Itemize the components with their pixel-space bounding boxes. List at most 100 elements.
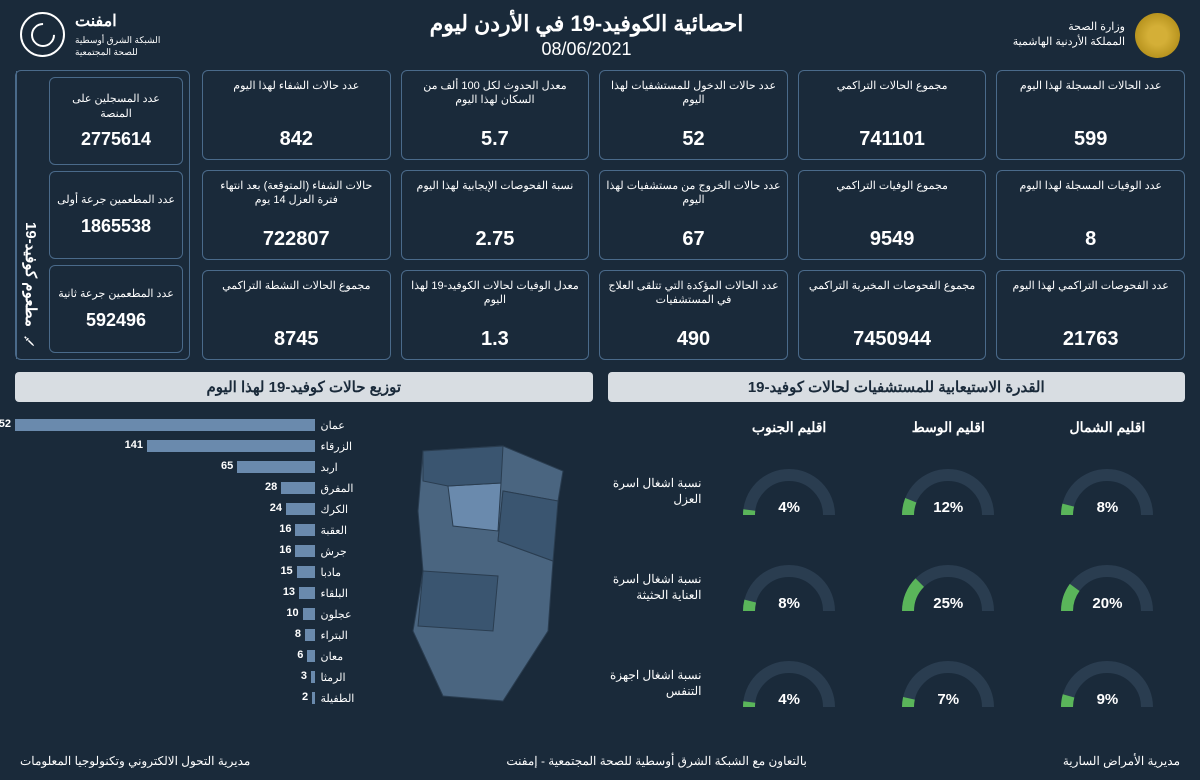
ministry-block: وزارة الصحة المملكة الأردنية الهاشمية [1013, 13, 1180, 58]
bar-label: الكرك [321, 503, 363, 516]
stat-card: مجموع الحالات النشطة التراكمي8745 [202, 270, 391, 360]
bar-row: الزرقاء 141 [15, 437, 363, 455]
main-title: احصائية الكوفيد-19 في الأردن ليوم [160, 11, 1012, 37]
header: وزارة الصحة المملكة الأردنية الهاشمية اح… [0, 0, 1200, 70]
gauge: 4% [712, 465, 867, 520]
stat-card: عدد حالات الشفاء لهذا اليوم 842 [202, 70, 391, 160]
emphnet-line1: امفنت [75, 11, 160, 33]
stat-value: 741101 [805, 128, 980, 151]
stat-label: عدد حالات الشفاء لهذا اليوم [209, 79, 384, 93]
stat-card: مجموع الوفيات التراكمي 9549 [798, 170, 987, 260]
vaccination-card: عدد المسجلين على المنصة 2775614 [49, 77, 183, 165]
bar-label: اربد [321, 461, 363, 474]
gauge: 12% [871, 465, 1026, 520]
stat-label: عدد الحالات المسجلة لهذا اليوم [1003, 79, 1178, 93]
vax-value: 1865538 [56, 216, 176, 237]
distribution-panel: توزيع حالات كوفيد-19 لهذا اليوم عمان 252… [15, 372, 593, 730]
vax-label: عدد المطعمين جرعة ثانية [56, 287, 176, 301]
stat-value: 2.75 [408, 228, 583, 251]
stat-label: معدل الوفيات لحالات الكوفيد-19 لهذا اليو… [408, 279, 583, 308]
stat-value: 52 [606, 128, 781, 151]
emphnet-line2: الشبكة الشرق أوسطية [75, 34, 160, 47]
bar-label: العقبة [321, 524, 363, 537]
bar-label: جرش [321, 545, 363, 558]
capacity-row-label: نسبة اشغال اجهزة التنفس [608, 668, 708, 699]
stat-label: مجموع الحالات النشطة التراكمي [209, 279, 384, 293]
stat-card: عدد الحالات المؤكدة التي تتلقى العلاج في… [599, 270, 788, 360]
bar-row: معان 6 [15, 647, 363, 665]
stats-grid: عدد الحالات المسجلة لهذا اليوم 599 مجموع ا… [202, 70, 1185, 360]
capacity-title: القدرة الاستيعابية للمستشفيات لحالات كوف… [608, 372, 1186, 402]
emphnet-line3: للصحة المجتمعية [75, 46, 160, 59]
stat-value: 9549 [805, 228, 980, 251]
bar-label: عجلون [321, 608, 363, 621]
title-block: احصائية الكوفيد-19 في الأردن ليوم 08/06/… [160, 11, 1012, 60]
bar-label: مادبا [321, 566, 363, 579]
gauge: 8% [712, 561, 867, 616]
stat-value: 5.7 [408, 128, 583, 151]
jordan-emblem-icon [1135, 13, 1180, 58]
stat-value: 8 [1003, 228, 1178, 251]
bar-row: المفرق 28 [15, 479, 363, 497]
stat-label: حالات الشفاء (المتوقعة) بعد انتهاء فترة … [209, 179, 384, 208]
stat-label: عدد حالات الخروج من مستشفيات لهذا اليوم [606, 179, 781, 208]
stat-card: حالات الشفاء (المتوقعة) بعد انتهاء فترة … [202, 170, 391, 260]
stat-label: عدد الوفيات المسجلة لهذا اليوم [1003, 179, 1178, 193]
capacity-panel: القدرة الاستيعابية للمستشفيات لحالات كوف… [608, 372, 1186, 730]
stat-value: 599 [1003, 128, 1178, 151]
region-header: اقليم الشمال [1030, 419, 1185, 436]
distribution-title: توزيع حالات كوفيد-19 لهذا اليوم [15, 372, 593, 402]
stat-label: نسبة الفحوصات الإيجابية لهذا اليوم [408, 179, 583, 193]
bar-label: الرمثا [321, 671, 363, 684]
stat-value: 842 [209, 128, 384, 151]
bar-label: معان [321, 650, 363, 663]
bar-row: الطفيلة 2 [15, 689, 363, 707]
region-header: اقليم الوسط [871, 419, 1026, 436]
stat-value: 722807 [209, 228, 384, 251]
bar-row: عمان 252 [15, 416, 363, 434]
stat-card: مجموع الفحوصات المخبرية التراكمي 7450944 [798, 270, 987, 360]
jordan-map [373, 412, 593, 730]
stat-label: مجموع الحالات التراكمي [805, 79, 980, 93]
ministry-line2: المملكة الأردنية الهاشمية [1013, 35, 1125, 50]
capacity-row-label: نسبة اشغال اسرة العزل [608, 476, 708, 507]
stat-value: 67 [606, 228, 781, 251]
ministry-line1: وزارة الصحة [1013, 20, 1125, 35]
stat-card: عدد الفحوصات التراكمي لهذا اليوم21763 [996, 270, 1185, 360]
bar-row: جرش 16 [15, 542, 363, 560]
stat-card: مجموع الحالات التراكمي 741101 [798, 70, 987, 160]
stat-card: معدل الحدوث لكل 100 ألف من السكان لهذا ا… [401, 70, 590, 160]
vax-value: 592496 [56, 310, 176, 331]
bar-label: البلقاء [321, 587, 363, 600]
stat-card: نسبة الفحوصات الإيجابية لهذا اليوم 2.75 [401, 170, 590, 260]
stat-value: 490 [606, 328, 781, 351]
stat-card: معدل الوفيات لحالات الكوفيد-19 لهذا اليو… [401, 270, 590, 360]
gauge: 4% [712, 657, 867, 712]
gauge: 7% [871, 657, 1026, 712]
bar-row: مادبا 15 [15, 563, 363, 581]
bar-row: الكرك 24 [15, 500, 363, 518]
vaccination-panel: عدد المسجلين على المنصة 2775614 عدد المطعم… [15, 70, 190, 360]
bar-row: العقبة 16 [15, 521, 363, 539]
report-date: 08/06/2021 [160, 39, 1012, 60]
bar-row: اربد 65 [15, 458, 363, 476]
gauge: 20% [1030, 561, 1185, 616]
vax-value: 2775614 [56, 129, 176, 150]
vaccination-card: عدد المطعمين جرعة أولى 1865538 [49, 171, 183, 259]
vax-label: عدد المطعمين جرعة أولى [56, 193, 176, 207]
stat-value: 7450944 [805, 328, 980, 351]
stat-card: عدد الحالات المسجلة لهذا اليوم 599 [996, 70, 1185, 160]
vaccination-card: عدد المطعمين جرعة ثانية 592496 [49, 265, 183, 353]
stat-label: عدد حالات الدخول للمستشفيات لهذا اليوم [606, 79, 781, 108]
gauge: 25% [871, 561, 1026, 616]
stat-label: مجموع الوفيات التراكمي [805, 179, 980, 193]
emphnet-logo-icon [20, 12, 65, 57]
stat-card: عدد الوفيات المسجلة لهذا اليوم 8 [996, 170, 1185, 260]
bar-label: البتراء [321, 629, 363, 642]
bar-label: المفرق [321, 482, 363, 495]
stat-label: مجموع الفحوصات المخبرية التراكمي [805, 279, 980, 293]
bar-row: البتراء 8 [15, 626, 363, 644]
vax-label: عدد المسجلين على المنصة [56, 92, 176, 121]
emphnet-block: امفنت الشبكة الشرق أوسطية للصحة المجتمعي… [20, 11, 160, 59]
stat-value: 1.3 [408, 328, 583, 351]
